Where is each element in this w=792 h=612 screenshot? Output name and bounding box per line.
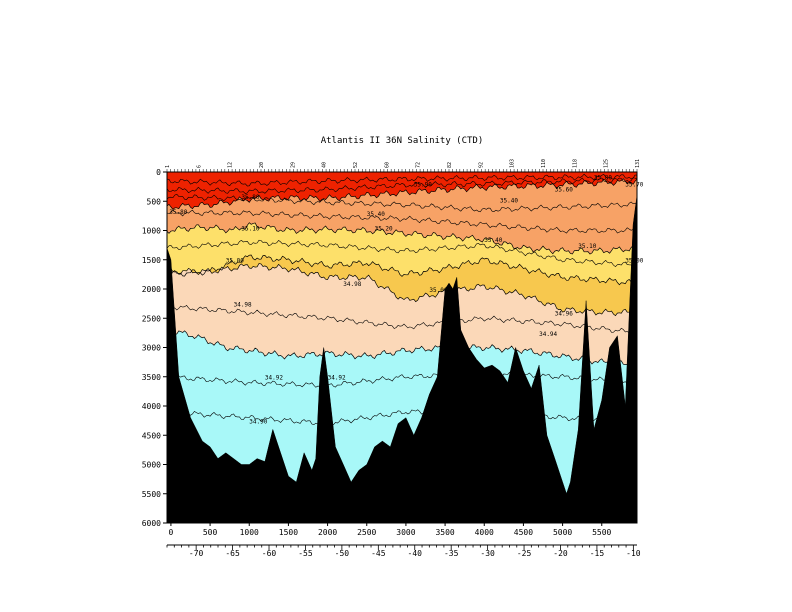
contour-line [167, 370, 637, 388]
y-tick-label: 3500 [142, 373, 161, 382]
longitude-tick-label: -55 [298, 549, 313, 558]
station-label: 72 [416, 162, 422, 168]
station-label: 1 [165, 165, 171, 168]
y-tick-label: 5000 [142, 461, 161, 470]
x-tick-label: 2000 [318, 528, 337, 537]
longitude-tick-label: -40 [408, 549, 423, 558]
y-tick-label: 4500 [142, 431, 161, 440]
y-tick-label: 4000 [142, 402, 161, 411]
longitude-tick-label: -10 [626, 549, 641, 558]
station-label: 82 [447, 162, 453, 168]
contour-label: 35.60 [555, 186, 573, 193]
contour-label: 35.40 [484, 237, 502, 244]
contour-line [167, 303, 637, 336]
station-label: 29 [290, 162, 296, 168]
contour-label: 35.10 [578, 243, 596, 250]
y-tick-label: 500 [147, 197, 162, 206]
contour-line [167, 327, 637, 368]
contour-label: 35.00 [429, 287, 447, 294]
y-tick-label: 6000 [142, 519, 161, 528]
x-tick-label: 5500 [592, 528, 611, 537]
y-tick-label: 0 [156, 168, 161, 177]
chart-title: Atlantis II 36N Salinity (CTD) [321, 136, 484, 146]
contour-line [167, 239, 637, 269]
y-tick-label: 3000 [142, 344, 161, 353]
y-tick-label: 2500 [142, 314, 161, 323]
contour-label: 34.92 [328, 375, 346, 382]
contour-lines [167, 173, 637, 426]
contour-line [167, 263, 637, 317]
contour-label: 34.90 [249, 419, 267, 426]
contour-line [167, 173, 637, 187]
longitude-tick-label: -65 [225, 549, 240, 558]
longitude-tick-label: -35 [444, 549, 459, 558]
contour-label: 34.92 [265, 375, 283, 382]
longitude-axis: -70 -65 -60 -55 -50 -45 -40 -35 -30 -25 -20 -15 -10 [166, 544, 641, 558]
longitude-tick-label: -45 [371, 549, 386, 558]
contour-line [167, 254, 637, 286]
contour-label: 34.94 [539, 331, 557, 338]
contour-label: 35.00 [625, 258, 643, 265]
station-label: 125 [604, 159, 610, 168]
longitude-tick-label: -50 [335, 549, 350, 558]
contour-label: 34.96 [555, 310, 573, 317]
contour-label: 34.98 [234, 302, 252, 309]
station-label: 92 [478, 162, 484, 168]
contour-label: 35.70 [625, 182, 643, 189]
x-tick-label: 2500 [357, 528, 376, 537]
longitude-tick-label: -15 [590, 549, 605, 558]
depth-axis: 0 500 1000 1500 2000 2500 3000 3500 4000 4500 5000… [142, 168, 167, 528]
contour-label: 34.98 [343, 281, 361, 288]
contour-labels: 35.90 35.80 35.70 35.60 35.80 35.80 35.40 35.40… [169, 175, 643, 426]
x-tick-label: 3000 [396, 528, 415, 537]
y-tick-label: 1000 [142, 227, 161, 236]
contour-label: 35.10 [241, 226, 259, 233]
contour-label: 35.20 [375, 226, 393, 233]
y-tick-label: 1500 [142, 256, 161, 265]
station-label: 6 [196, 165, 202, 168]
seafloor [167, 195, 637, 523]
x-tick-label: 1500 [279, 528, 298, 537]
contour-label: 35.80 [594, 175, 612, 182]
distance-axis: 0 500 1000 1500 2000 2500 3000 3500 4000 4500 5000… [169, 523, 612, 537]
station-label: 52 [353, 162, 359, 168]
longitude-tick-label: -60 [262, 549, 277, 558]
x-tick-label: 4000 [475, 528, 494, 537]
station-label: 103 [510, 159, 516, 168]
x-tick-label: 1000 [240, 528, 259, 537]
station-label: 12 [228, 162, 234, 168]
longitude-tick-label: -70 [189, 549, 204, 558]
x-tick-label: 0 [169, 528, 174, 537]
contour-line [167, 193, 637, 213]
station-label: 118 [572, 159, 578, 168]
x-tick-label: 3500 [435, 528, 454, 537]
contour-label: 35.40 [500, 197, 518, 204]
contour-label: 35.80 [169, 209, 187, 216]
station-label: 40 [322, 162, 328, 168]
contour-line [167, 408, 637, 426]
station-label: 20 [259, 162, 265, 168]
contour-line [167, 209, 637, 234]
station-label: 110 [541, 159, 547, 168]
contour-line [167, 178, 637, 210]
longitude-tick-label: -20 [553, 549, 568, 558]
contour-label: 35.80 [241, 194, 259, 201]
contour-label: 35.00 [226, 258, 244, 265]
contour-label: 35.40 [367, 211, 385, 218]
bathymetry [167, 195, 637, 523]
contour-line [167, 222, 637, 255]
longitude-tick-label: -30 [480, 549, 495, 558]
contour-label: 35.90 [414, 182, 432, 189]
x-tick-label: 4500 [514, 528, 533, 537]
station-label: 60 [384, 162, 390, 168]
contour-line [167, 177, 637, 194]
y-tick-label: 5500 [142, 490, 161, 499]
x-tick-label: 5000 [553, 528, 572, 537]
longitude-tick-label: -25 [517, 549, 532, 558]
station-label: 131 [635, 159, 641, 168]
x-tick-label: 500 [203, 528, 218, 537]
station-axis: 1 6 12 20 29 40 52 60 72 82 92 103 110 118 125 131 [165, 159, 641, 172]
y-tick-label: 2000 [142, 285, 161, 294]
